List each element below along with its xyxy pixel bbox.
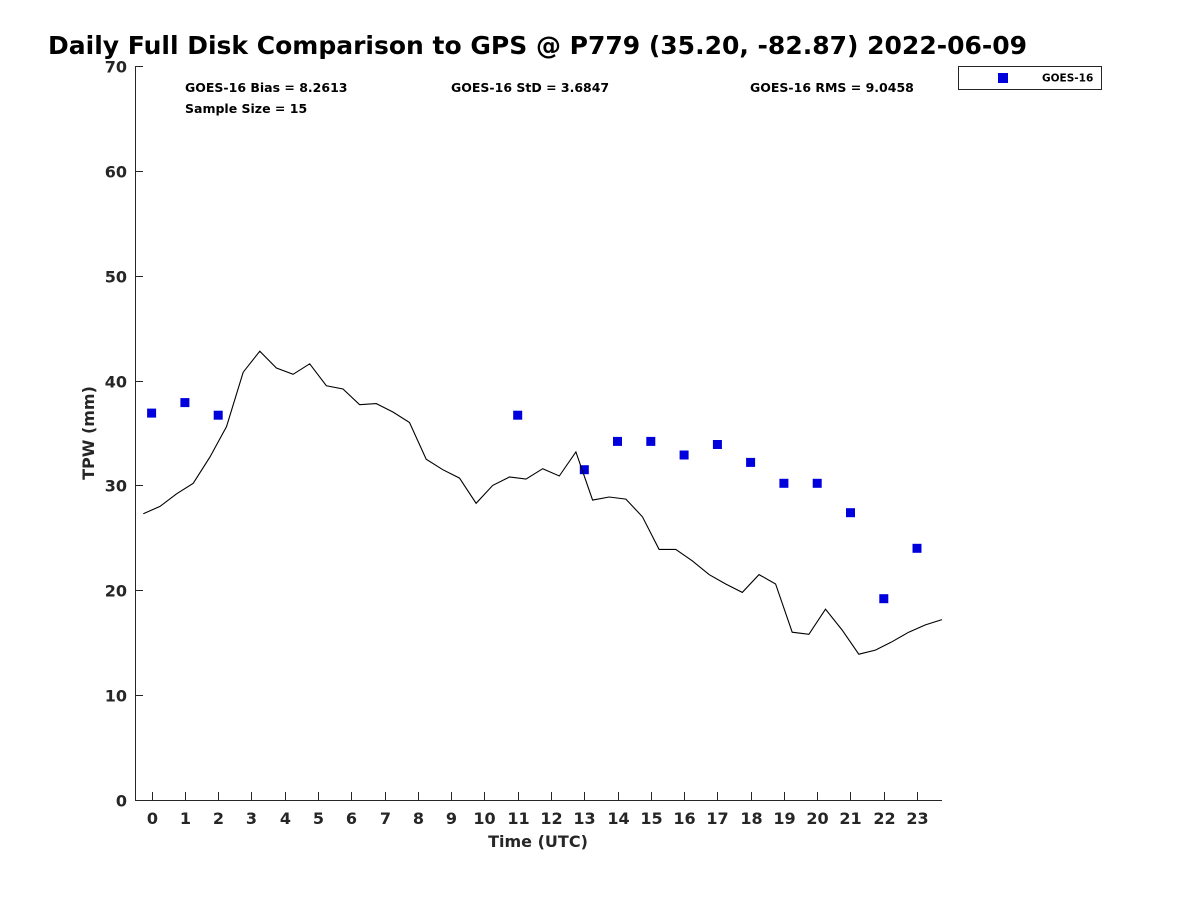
x-tick-label: 15 bbox=[640, 809, 662, 828]
y-tick-label: 50 bbox=[105, 268, 127, 287]
x-tick-label: 2 bbox=[213, 809, 224, 828]
goes16-point bbox=[812, 478, 822, 488]
y-tick-label: 30 bbox=[105, 477, 127, 496]
x-tick-label: 23 bbox=[906, 809, 928, 828]
y-tick-label: 70 bbox=[105, 58, 127, 77]
x-tick-label: 9 bbox=[446, 809, 457, 828]
x-tick-label: 20 bbox=[806, 809, 828, 828]
rms-stat: GOES-16 RMS = 9.0458 bbox=[750, 80, 914, 95]
goes16-point bbox=[879, 594, 889, 604]
x-tick-label: 10 bbox=[473, 809, 495, 828]
x-tick-label: 6 bbox=[346, 809, 357, 828]
x-tick-label: 22 bbox=[873, 809, 895, 828]
y-ticks: 0 10 20 30 40 50 60 70 bbox=[105, 58, 143, 811]
goes16-point bbox=[180, 398, 190, 408]
y-tick-label: 10 bbox=[105, 687, 127, 706]
x-tick-label: 3 bbox=[246, 809, 257, 828]
x-ticks: 0 1 2 3 4 5 6 7 8 9 10 11 12 13 14 15 16 17 18 19 20 21 22 23 bbox=[147, 792, 929, 828]
chart-title: Daily Full Disk Comparison to GPS @ P779… bbox=[48, 31, 1027, 60]
goes16-point bbox=[679, 450, 689, 460]
x-tick-label: 19 bbox=[773, 809, 795, 828]
x-tick-label: 5 bbox=[313, 809, 324, 828]
std-stat: GOES-16 StD = 3.6847 bbox=[451, 80, 609, 95]
goes16-point bbox=[746, 457, 756, 467]
goes16-point bbox=[912, 543, 922, 553]
goes16-point bbox=[213, 410, 223, 420]
goes16-point bbox=[646, 436, 656, 446]
x-tick-label: 0 bbox=[147, 809, 158, 828]
y-tick-label: 40 bbox=[105, 373, 127, 392]
gps-tpw-line bbox=[143, 350, 943, 655]
goes16-point bbox=[579, 465, 589, 475]
goes16-point bbox=[613, 436, 622, 446]
x-tick-label: 14 bbox=[607, 809, 629, 828]
y-axis-label: TPW (mm) bbox=[79, 386, 98, 480]
goes16-point bbox=[779, 478, 789, 488]
x-tick-label: 4 bbox=[280, 809, 291, 828]
legend-label: GOES-16 bbox=[1042, 73, 1093, 85]
x-tick-label: 12 bbox=[540, 809, 562, 828]
goes16-point bbox=[712, 440, 722, 449]
x-tick-label: 7 bbox=[380, 809, 391, 828]
series-layer bbox=[143, 350, 943, 655]
legend: GOES-16 bbox=[958, 66, 1102, 90]
stats-annotations: GOES-16 Bias = 8.2613 GOES-16 StD = 3.68… bbox=[185, 80, 914, 116]
legend-marker bbox=[998, 73, 1008, 83]
x-tick-label: 16 bbox=[673, 809, 695, 828]
bias-stat: GOES-16 Bias = 8.2613 bbox=[185, 80, 347, 95]
x-tick-label: 13 bbox=[573, 809, 595, 828]
x-tick-label: 21 bbox=[839, 809, 861, 828]
goes16-point bbox=[513, 410, 523, 420]
x-tick-label: 8 bbox=[413, 809, 424, 828]
sample-size-stat: Sample Size = 15 bbox=[185, 101, 307, 116]
goes16-point bbox=[147, 408, 157, 418]
x-tick-label: 11 bbox=[507, 809, 529, 828]
legend-box bbox=[958, 66, 1102, 90]
x-tick-label: 18 bbox=[740, 809, 762, 828]
y-tick-label: 60 bbox=[105, 163, 127, 182]
x-tick-label: 1 bbox=[180, 809, 191, 828]
x-tick-label: 17 bbox=[706, 809, 728, 828]
x-axis-label: Time (UTC) bbox=[488, 832, 588, 851]
y-tick-label: 0 bbox=[116, 792, 127, 811]
y-tick-label: 20 bbox=[105, 582, 127, 601]
goes16-point bbox=[846, 508, 855, 518]
